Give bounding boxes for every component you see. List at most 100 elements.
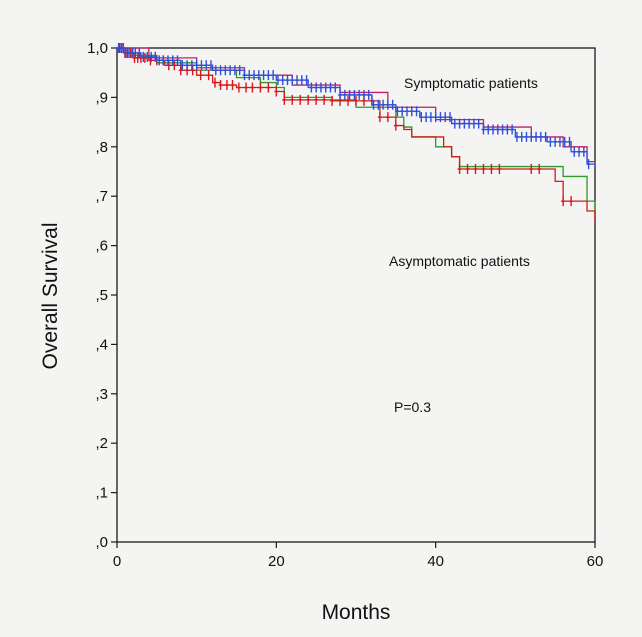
- censor-mark-blue: [553, 136, 558, 147]
- y-tick-label: ,6: [95, 238, 108, 255]
- y-tick-label: ,5: [95, 287, 108, 304]
- censor-mark-red: [569, 196, 574, 207]
- x-axis-title: Months: [322, 601, 391, 624]
- censor-mark-blue: [448, 112, 453, 123]
- censor-mark-blue: [256, 70, 261, 81]
- censor-mark-blue: [414, 106, 419, 117]
- censor-mark-blue: [157, 55, 162, 66]
- censor-mark-red: [457, 164, 462, 175]
- censor-mark-blue: [295, 75, 300, 86]
- censor-mark-blue: [338, 89, 343, 100]
- censor-mark-blue: [149, 51, 154, 62]
- censor-mark-blue: [252, 70, 257, 81]
- y-axis-title: Overall Survival: [39, 222, 62, 369]
- censor-mark-blue: [577, 146, 582, 157]
- censor-mark-blue: [309, 82, 314, 93]
- censor-mark-blue: [524, 131, 529, 142]
- x-axis: 0 20 40 60: [113, 542, 604, 570]
- censor-mark-blue: [213, 65, 218, 76]
- y-tick-label: ,3: [95, 386, 108, 403]
- x-tick-label: 60: [587, 553, 604, 570]
- censor-mark-red: [258, 82, 263, 93]
- censor-mark-red: [212, 77, 217, 88]
- censor-mark-blue: [175, 55, 180, 66]
- censor-mark-red: [497, 164, 502, 175]
- y-axis: ,0 ,1 ,2 ,3 ,4 ,5 ,6 ,7 ,8 ,9 1,0: [87, 40, 117, 551]
- censor-mark-blue: [381, 99, 386, 110]
- censor-mark-blue: [467, 118, 472, 129]
- censor-mark-blue: [342, 89, 347, 100]
- censor-mark-blue: [476, 118, 481, 129]
- censor-mark-blue: [165, 55, 170, 66]
- censor-mark-blue: [357, 89, 362, 100]
- x-tick-label: 40: [427, 553, 444, 570]
- censor-mark-blue: [514, 131, 519, 142]
- censor-mark-blue: [189, 60, 194, 71]
- y-tick-label: ,1: [95, 485, 108, 502]
- censor-mark-red: [346, 95, 351, 106]
- censor-mark-blue: [371, 99, 376, 110]
- censor-mark-blue: [529, 131, 534, 142]
- censor-mark-blue: [194, 60, 199, 71]
- censor-mark-blue: [400, 106, 405, 117]
- censor-mark-blue: [557, 136, 562, 147]
- censor-mark-blue: [141, 51, 146, 62]
- censor-mark-red: [354, 95, 358, 106]
- censor-mark-red: [306, 94, 311, 105]
- censor-mark-red: [218, 80, 223, 91]
- censor-mark-blue: [548, 136, 553, 147]
- censor-mark-blue: [481, 124, 486, 135]
- censor-mark-blue: [438, 112, 443, 123]
- censor-mark-blue: [534, 131, 539, 142]
- censor-mark-blue: [538, 131, 543, 142]
- censor-mark-blue: [180, 60, 185, 71]
- censor-mark-blue: [232, 65, 237, 76]
- censor-mark-blue: [581, 146, 586, 157]
- y-tick-label: ,2: [95, 435, 108, 452]
- y-tick-label: ,0: [95, 534, 108, 551]
- censor-mark-blue: [361, 89, 366, 100]
- censor-mark-red: [377, 112, 382, 123]
- censor-mark-blue: [419, 112, 424, 123]
- censor-mark-red: [481, 164, 486, 175]
- survival-line-red: [117, 47, 596, 221]
- censor-mark-blue: [562, 136, 567, 147]
- annotation-symptomatic: Symptomatic patients: [404, 75, 538, 91]
- censor-mark-blue: [228, 65, 233, 76]
- censor-mark-blue: [137, 47, 142, 58]
- censor-mark-red: [393, 120, 398, 131]
- censor-mark-blue: [299, 75, 304, 86]
- censor-mark-blue: [572, 146, 577, 157]
- censor-mark-blue: [121, 43, 126, 53]
- censor-mark-red: [537, 164, 542, 175]
- censor-mark-red: [322, 94, 327, 105]
- censor-mark-blue: [385, 99, 390, 110]
- censor-mark-blue: [290, 75, 295, 86]
- censor-mark-blue: [443, 112, 448, 123]
- censor-mark-blue: [209, 60, 214, 71]
- censor-mark-red: [298, 94, 303, 105]
- censor-mark-red: [266, 82, 271, 93]
- y-tick-label: ,8: [95, 139, 108, 156]
- censor-mark-blue: [586, 159, 591, 170]
- censor-mark-blue: [452, 118, 457, 129]
- censor-mark-red: [330, 95, 335, 106]
- censor-mark-blue: [428, 112, 433, 123]
- censor-mark-blue: [366, 89, 371, 100]
- censor-mark-red: [198, 70, 203, 81]
- censor-mark-red: [274, 86, 279, 97]
- censor-mark-red: [473, 164, 478, 175]
- censor-mark-red: [236, 82, 241, 93]
- censor-mark-blue: [390, 99, 395, 110]
- censor-mark-blue: [204, 60, 209, 71]
- censor-mark-red: [282, 94, 287, 105]
- censor-mark-red: [224, 80, 229, 91]
- censor-mark-blue: [543, 131, 548, 142]
- censor-mark-red: [489, 164, 494, 175]
- censor-mark-blue: [519, 131, 524, 142]
- censor-mark-blue: [199, 60, 204, 71]
- censor-mark-blue: [314, 82, 319, 93]
- censor-mark-blue: [505, 124, 510, 135]
- censor-mark-blue: [433, 112, 438, 123]
